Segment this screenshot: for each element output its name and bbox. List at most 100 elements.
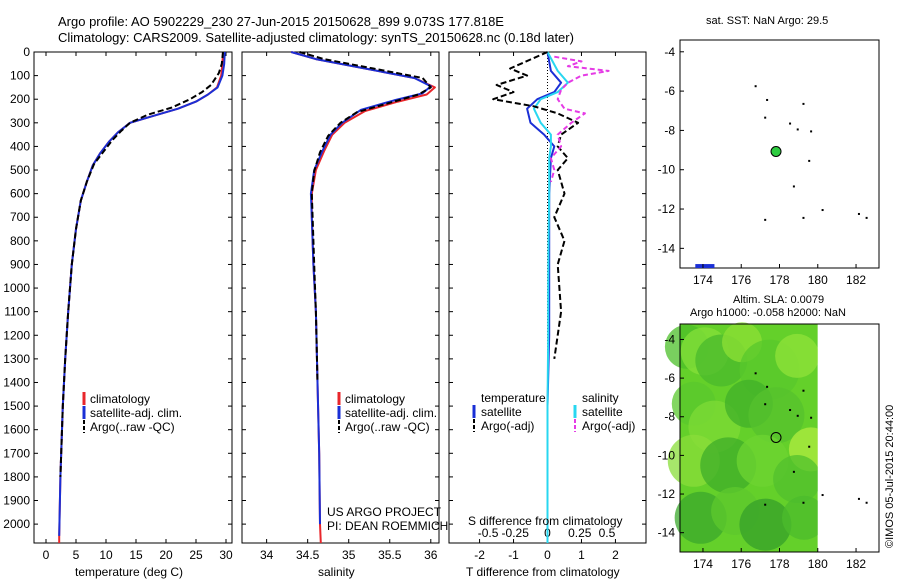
- salinity-legend: climatology satellite-adj. clim. Argo(..…: [327, 392, 448, 533]
- x-tick-label: 0: [43, 548, 50, 562]
- map-x-tick-label: 176: [731, 273, 751, 287]
- map-x-tick-label: 180: [808, 557, 828, 571]
- x-tick-label: 35.5: [378, 548, 402, 562]
- series-line-argo: [59, 51, 224, 477]
- series-line-t-satellite: [526, 51, 563, 536]
- legend-t-sat-label: satellite: [481, 405, 522, 419]
- island-mark: [789, 122, 792, 125]
- project-credit: US ARGO PROJECT: [327, 505, 442, 519]
- sst-map-title: sat. SST: NaN Argo: 29.5: [706, 15, 828, 27]
- island-mark: [802, 216, 805, 219]
- figure-title-line1: Argo profile: AO 5902229_230 27-Jun-2015…: [58, 14, 504, 29]
- legend-s-sat-label: satellite: [582, 405, 623, 419]
- island-mark: [865, 216, 868, 219]
- map-x-tick-label: 182: [846, 273, 866, 287]
- island-mark: [764, 503, 767, 506]
- map-y-tick-label: -4: [664, 332, 675, 346]
- map-y-tick-label: -10: [658, 448, 676, 462]
- map-y-tick-label: -6: [664, 84, 675, 98]
- legend-salinity-heading: salinity: [582, 391, 619, 405]
- legend-argo-label: Argo(..raw -QC): [345, 420, 430, 434]
- x-tick-label: -1: [508, 548, 519, 562]
- s-diff-tick-label: 0.25: [568, 526, 592, 540]
- map-y-tick-label: -10: [658, 163, 676, 177]
- salinity-profile-plot: 34 34.5 35 35.5 36: [260, 51, 438, 562]
- argo-float-marker: [770, 431, 782, 443]
- map-y-tick-label: -4: [664, 45, 675, 59]
- map-y-tick-label: -8: [664, 410, 675, 424]
- depth-tick-label: 1000: [3, 281, 30, 295]
- island-mark: [792, 185, 795, 188]
- x-tick-label: 34: [260, 548, 274, 562]
- legend-sat-label: satellite-adj. clim.: [90, 406, 182, 420]
- legend-sat-label: satellite-adj. clim.: [345, 406, 437, 420]
- depth-axis: 0 100 200 300 400 500 600 700 800 900 1000 1100 1200…: [3, 45, 646, 531]
- sla-patch: [739, 498, 792, 551]
- x-tick-label: 20: [159, 548, 173, 562]
- island-mark: [796, 414, 799, 417]
- depth-tick-label: 100: [10, 69, 30, 83]
- depth-tick-label: 1500: [3, 399, 30, 413]
- s-diff-tick-label: -0.25: [502, 526, 530, 540]
- series-line-s-satellite: [532, 51, 569, 543]
- depth-tick-label: 1200: [3, 328, 30, 342]
- x-tick-label: 30: [219, 548, 233, 562]
- x-tick-label: 34.5: [296, 548, 320, 562]
- x-tick-label: 2: [612, 548, 619, 562]
- sla-map-frame: [679, 323, 880, 553]
- island-mark: [810, 416, 813, 419]
- island-mark: [821, 209, 824, 212]
- x-tick-label: 25: [189, 548, 203, 562]
- island-mark: [865, 501, 868, 504]
- depth-tick-label: 1600: [3, 423, 30, 437]
- depth-tick-label: 2000: [3, 517, 30, 531]
- depth-tick-label: 400: [10, 139, 30, 153]
- sla-map: 174 176 178 180 182 -4 -6 -8 -10 -12 -14: [658, 322, 879, 571]
- legend-clim-label: climatology: [345, 392, 405, 406]
- map-y-tick-label: -12: [658, 487, 676, 501]
- difference-legend: temperature satellite Argo(-adj) salinit…: [468, 391, 635, 528]
- s-difference-axis-label: S difference from climatology: [468, 514, 623, 528]
- s-diff-tick-label: 0.5: [599, 526, 616, 540]
- x-tick-label: 5: [73, 548, 80, 562]
- depth-tick-label: 1900: [3, 494, 30, 508]
- island-mark: [754, 85, 757, 88]
- series-line-argo: [299, 51, 432, 383]
- legend-s-argo-label: Argo(-adj): [582, 419, 635, 433]
- depth-tick-label: 1300: [3, 352, 30, 366]
- sla-patch: [781, 495, 826, 540]
- x-tick-label: 36: [424, 548, 438, 562]
- series-line-s-argo: [549, 55, 610, 183]
- series-line-t-argo: [492, 51, 580, 360]
- island-mark: [802, 102, 805, 105]
- x-tick-label: 0: [544, 548, 551, 562]
- island-mark: [764, 218, 767, 221]
- series-line-satellite: [58, 51, 226, 536]
- sla-map-title-line1: Altim. SLA: 0.0079: [733, 294, 824, 306]
- depth-tick-label: 500: [10, 163, 30, 177]
- figure-title-line2: Climatology: CARS2009. Satellite-adjuste…: [58, 30, 574, 45]
- x-tick-label: 35: [342, 548, 356, 562]
- sla-nodata: [817, 324, 879, 552]
- sla-patch: [775, 333, 820, 378]
- map-x-tick-label: 180: [808, 273, 828, 287]
- island-mark: [810, 130, 813, 133]
- depth-tick-label: 700: [10, 210, 30, 224]
- x-tick-label: 1: [578, 548, 585, 562]
- depth-tick-label: 1100: [4, 305, 30, 319]
- salinity-panel-frame: [241, 51, 440, 544]
- map-x-tick-label: 174: [693, 273, 713, 287]
- depth-tick-label: 800: [10, 234, 30, 248]
- island-mark: [796, 128, 799, 131]
- sst-map: 174 176 178 180 182 -4 -6 -8 -10 -12 -14: [658, 45, 868, 287]
- legend-t-argo-label: Argo(-adj): [481, 419, 534, 433]
- island-mark: [821, 494, 824, 497]
- map-x-tick-label: 182: [846, 557, 866, 571]
- map-x-tick-label: 174: [693, 557, 713, 571]
- temperature-xlabel: temperature (deg C): [75, 565, 183, 579]
- island-mark: [792, 470, 795, 473]
- imos-credit: ©IMOS 05-Jul-2015 20:44:00: [884, 405, 896, 548]
- depth-tick-label: 1400: [3, 375, 30, 389]
- island-mark: [857, 212, 860, 215]
